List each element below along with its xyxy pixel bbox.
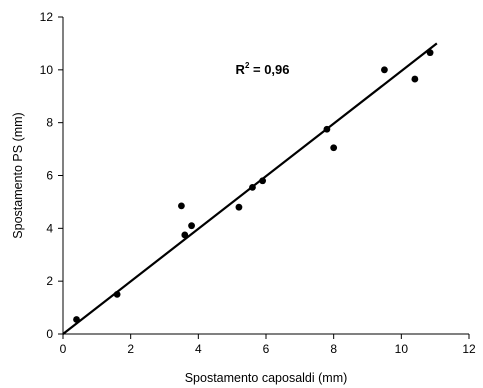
y-axis-ticks: 0 2 4 6 8 10 12 [40, 10, 63, 341]
data-point [113, 290, 121, 298]
data-points [73, 49, 434, 323]
x-tick-label: 10 [395, 342, 409, 356]
y-tick-label: 12 [40, 10, 54, 24]
data-point [330, 144, 338, 152]
data-point [323, 125, 331, 133]
data-point [411, 75, 419, 83]
x-tick-label: 4 [195, 342, 202, 356]
data-point [235, 203, 243, 211]
x-tick-label: 2 [127, 342, 134, 356]
r-value: = 0,96 [249, 62, 289, 77]
x-axis-ticks: 0 2 4 6 8 10 12 [60, 334, 476, 356]
data-point [181, 231, 189, 239]
r-superscript: 2 [245, 61, 250, 70]
data-point [249, 183, 256, 191]
x-axis-title: Spostamento caposaldi (mm) [185, 371, 348, 385]
data-point [73, 316, 80, 323]
y-tick-label: 0 [46, 327, 53, 341]
y-tick-label: 4 [46, 221, 53, 235]
data-point [178, 202, 185, 210]
x-tick-label: 0 [60, 342, 67, 356]
y-tick-label: 6 [46, 169, 53, 183]
x-tick-label: 8 [330, 342, 337, 356]
y-tick-label: 10 [40, 63, 54, 77]
x-tick-label: 6 [263, 342, 270, 356]
data-point [381, 66, 388, 74]
data-point [259, 177, 267, 185]
data-point [426, 49, 434, 57]
r-label: R [236, 62, 246, 77]
y-axis-title: Spostamento PS (mm) [11, 112, 25, 238]
r-squared-annotation: R2 = 0,96 [236, 61, 290, 77]
y-tick-label: 2 [46, 274, 53, 288]
y-tick-label: 8 [46, 116, 53, 130]
data-point [188, 222, 195, 230]
x-tick-label: 12 [462, 342, 476, 356]
